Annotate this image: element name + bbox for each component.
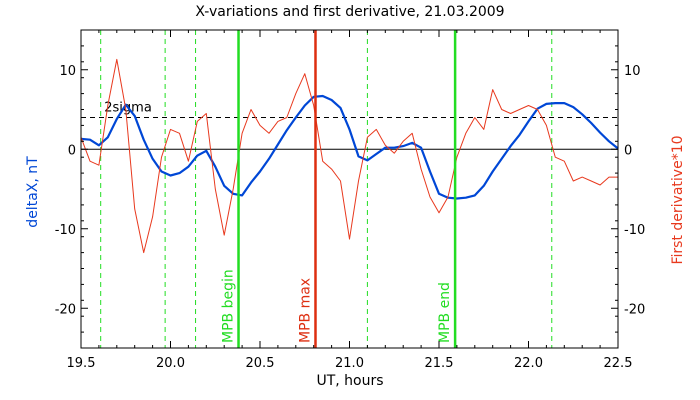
y-tick-label-left: 10 <box>59 64 76 79</box>
x-axis-label: UT, hours <box>316 373 383 389</box>
x-tick-label: 21.0 <box>335 356 364 371</box>
x-tick-label: 20.5 <box>246 356 275 371</box>
vline-label: MPB max <box>297 278 313 343</box>
x-tick-label: 19.5 <box>67 356 96 371</box>
y-tick-label-right: 0 <box>624 143 632 158</box>
y-tick-label-left: -10 <box>55 223 76 238</box>
series-line-deltaX <box>80 94 619 200</box>
series-line-derivative <box>80 58 618 254</box>
vline-label: MPB begin <box>221 269 237 343</box>
x-tick-label: 22.5 <box>604 356 633 371</box>
y-tick-label-right: -20 <box>624 302 645 317</box>
y-tick-label-left: -20 <box>55 302 76 317</box>
x-tick-label: 22.0 <box>514 356 543 371</box>
y-axis-left-label: deltaX, nT <box>25 156 41 228</box>
y-axis-left: -20 -10 0 10 <box>55 29 88 349</box>
y-tick-label-left: 0 <box>68 143 76 158</box>
plot-frame <box>80 29 619 349</box>
chart-title: X-variations and first derivative, 21.03… <box>195 4 504 20</box>
x-axis: 19.5 20.0 20.5 21.0 21.5 22.0 22.5 <box>67 30 633 371</box>
x-tick-label: 20.0 <box>156 356 185 371</box>
y-tick-label-right: -10 <box>624 223 645 238</box>
y-axis-right-label: First derivative*10 <box>670 135 686 264</box>
y-tick-label-right: 10 <box>624 64 641 79</box>
y-axis-right: -20 -10 0 10 <box>611 29 645 349</box>
x-tick-label: 21.5 <box>425 356 454 371</box>
vline-label: MPB end <box>437 282 453 343</box>
